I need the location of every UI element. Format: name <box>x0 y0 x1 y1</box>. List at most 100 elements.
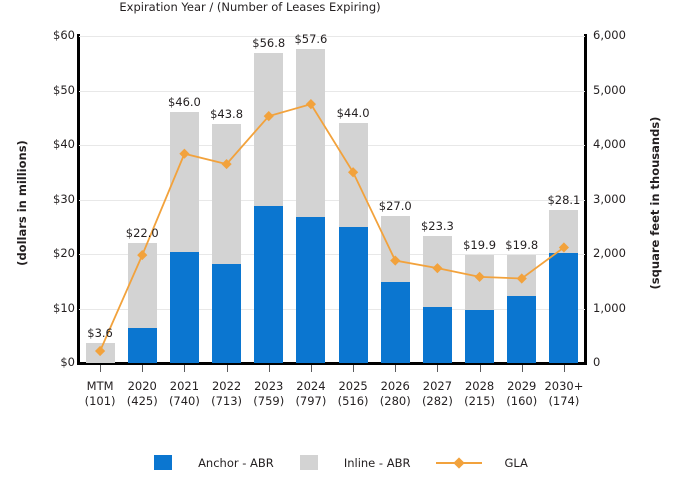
bar-segment-inline <box>338 123 368 227</box>
x-axis-tick-label: 2022 (713) <box>201 379 253 409</box>
y-axis-right-tick-label: 0 <box>593 355 601 369</box>
x-axis-tick-label: 2020 (425) <box>116 379 168 409</box>
bar-value-label: $43.8 <box>210 107 244 122</box>
x-axis-tick-label: 2030+ (174) <box>538 379 590 409</box>
bar-2021[interactable] <box>169 112 199 363</box>
x-tick-year: 2024 <box>296 379 326 393</box>
bar-segment-inline <box>212 124 242 264</box>
y-axis-right-tick-label: 3,000 <box>593 191 626 206</box>
bar-segment-anchor <box>127 328 157 363</box>
bar-2030plus[interactable] <box>549 209 579 363</box>
bar-2029[interactable] <box>507 255 537 363</box>
legend-label: GLA <box>504 455 528 470</box>
bar-segment-inline <box>380 215 410 283</box>
y-axis-left-spine <box>77 34 80 365</box>
x-axis-tick-mark <box>395 365 397 372</box>
x-tick-lease-count: (797) <box>295 394 327 408</box>
bar-2026[interactable] <box>380 215 410 363</box>
bar-value-label: $44.0 <box>336 106 370 121</box>
bar-2024[interactable] <box>296 49 326 363</box>
x-tick-year: 2028 <box>464 379 495 393</box>
bar-2027[interactable] <box>422 236 452 363</box>
plot-area <box>79 36 585 363</box>
x-axis-tick-mark <box>353 365 355 372</box>
legend-label: Inline - ABR <box>343 455 411 470</box>
bar-2023[interactable] <box>254 53 284 363</box>
x-tick-lease-count: (280) <box>379 394 411 408</box>
bar-mtm[interactable] <box>85 343 115 363</box>
x-tick-year: 2026 <box>380 379 410 393</box>
y-axis-right-tick-label: 4,000 <box>593 137 626 151</box>
x-axis-tick-mark <box>268 365 270 372</box>
bar-2028[interactable] <box>465 254 495 363</box>
bar-segment-inline <box>465 254 495 310</box>
x-axis-tick-label: 2025 (516) <box>327 379 379 409</box>
bar-2020[interactable] <box>127 243 157 363</box>
x-tick-year: 2020 <box>127 379 157 393</box>
gridline <box>79 145 585 146</box>
x-tick-year: 2025 <box>338 379 368 393</box>
gridline <box>79 90 585 92</box>
bar-value-label: $3.6 <box>87 326 113 341</box>
legend-swatch-icon <box>299 455 318 470</box>
x-axis-tick-mark <box>521 365 523 372</box>
x-axis-tick-mark <box>100 365 102 372</box>
bar-2025[interactable] <box>338 123 368 363</box>
gridline <box>79 36 585 37</box>
bar-value-label: $56.8 <box>252 36 286 51</box>
bar-segment-anchor <box>380 282 410 363</box>
bar-segment-anchor <box>338 226 368 363</box>
x-axis-tick-mark <box>437 365 439 372</box>
x-axis-spine <box>77 362 587 365</box>
legend-item-inline-abr[interactable]: Inline - ABR <box>299 455 411 470</box>
x-tick-year: 2027 <box>422 379 453 393</box>
x-axis-tick-mark <box>184 365 186 372</box>
y-axis-left-tick-label: $40 <box>53 137 75 151</box>
x-axis-tick-label: 2027 (282) <box>411 379 463 409</box>
x-axis-tick-mark <box>226 365 228 372</box>
x-tick-lease-count: (759) <box>253 394 285 408</box>
y-axis-left-tick-label: $20 <box>53 246 75 260</box>
bar-2022[interactable] <box>212 124 242 363</box>
x-axis-tick-label: 2023 (759) <box>243 379 295 409</box>
bar-value-label: $27.0 <box>378 198 412 213</box>
bar-segment-inline <box>296 49 326 217</box>
x-axis-tick-mark <box>142 365 144 372</box>
bar-segment-anchor <box>507 295 537 363</box>
x-axis-tick-label: 2029 (160) <box>496 379 548 409</box>
x-tick-year: MTM <box>86 379 114 393</box>
bar-segment-anchor <box>169 252 199 363</box>
chart-legend: Anchor - ABR Inline - ABR GLA <box>0 455 682 470</box>
legend-item-anchor-abr[interactable]: Anchor - ABR <box>154 455 274 470</box>
x-axis-tick-mark <box>563 365 565 372</box>
x-axis-tick-label: 2021 (740) <box>158 379 210 409</box>
x-tick-lease-count: (215) <box>464 394 496 408</box>
bar-segment-anchor <box>549 252 579 363</box>
bar-segment-anchor <box>465 309 495 363</box>
x-tick-lease-count: (174) <box>548 394 580 408</box>
bar-value-label: $19.8 <box>505 238 539 253</box>
x-tick-lease-count: (282) <box>421 394 453 408</box>
x-tick-lease-count: (101) <box>84 394 116 408</box>
legend-item-gla[interactable]: GLA <box>436 455 528 470</box>
x-tick-lease-count: (516) <box>337 394 369 408</box>
y-axis-left-tick-label: $0 <box>60 355 75 369</box>
bar-segment-inline <box>85 343 115 363</box>
bar-value-label: $19.9 <box>463 237 497 252</box>
bar-value-label: $23.3 <box>420 219 454 233</box>
y-axis-right-tick-label: 5,000 <box>593 82 626 97</box>
bar-segment-inline <box>254 53 284 206</box>
x-axis-tick-mark <box>310 365 312 372</box>
y-axis-right-tick-label: 1,000 <box>593 300 626 315</box>
bar-value-label: $46.0 <box>167 95 201 110</box>
x-axis-tick-label: MTM (101) <box>74 379 126 409</box>
bar-value-label: $22.0 <box>125 226 159 241</box>
x-tick-year: 2023 <box>254 379 284 393</box>
bar-segment-inline <box>169 112 199 253</box>
x-tick-lease-count: (740) <box>168 394 200 408</box>
y-axis-right-spine <box>584 34 587 365</box>
bar-segment-inline <box>422 236 452 307</box>
bar-segment-inline <box>127 243 157 329</box>
gridline <box>79 199 585 201</box>
y-axis-left-tick-label: $60 <box>53 28 75 42</box>
